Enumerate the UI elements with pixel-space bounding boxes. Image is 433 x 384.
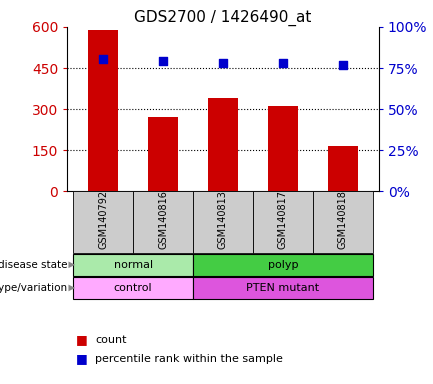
Text: GSM140813: GSM140813 bbox=[218, 190, 228, 249]
Text: ■: ■ bbox=[76, 333, 87, 346]
Title: GDS2700 / 1426490_at: GDS2700 / 1426490_at bbox=[134, 9, 312, 25]
Point bbox=[220, 60, 226, 66]
Bar bbox=[73, 192, 133, 253]
Text: ■: ■ bbox=[76, 353, 87, 366]
Bar bbox=[193, 254, 373, 276]
Point bbox=[160, 58, 167, 65]
Bar bbox=[268, 106, 298, 192]
Text: count: count bbox=[95, 335, 127, 345]
Point bbox=[100, 56, 107, 62]
Text: polyp: polyp bbox=[268, 260, 298, 270]
Bar bbox=[193, 192, 253, 253]
Bar bbox=[73, 277, 193, 299]
Bar bbox=[88, 30, 118, 192]
Bar bbox=[253, 192, 313, 253]
Text: GSM140792: GSM140792 bbox=[98, 190, 108, 249]
Bar bbox=[193, 277, 373, 299]
Bar bbox=[73, 254, 193, 276]
Point bbox=[339, 62, 346, 68]
Text: GSM140818: GSM140818 bbox=[338, 190, 348, 249]
Text: PTEN mutant: PTEN mutant bbox=[246, 283, 320, 293]
Text: GSM140817: GSM140817 bbox=[278, 190, 288, 249]
Bar bbox=[328, 146, 358, 192]
Point bbox=[279, 60, 286, 66]
Bar bbox=[133, 192, 193, 253]
Bar bbox=[208, 98, 238, 192]
Text: control: control bbox=[114, 283, 152, 293]
Bar bbox=[148, 118, 178, 192]
Bar bbox=[313, 192, 373, 253]
Text: genotype/variation: genotype/variation bbox=[0, 283, 67, 293]
Text: normal: normal bbox=[113, 260, 152, 270]
Text: disease state: disease state bbox=[0, 260, 67, 270]
Text: percentile rank within the sample: percentile rank within the sample bbox=[95, 354, 283, 364]
Text: GSM140816: GSM140816 bbox=[158, 190, 168, 249]
